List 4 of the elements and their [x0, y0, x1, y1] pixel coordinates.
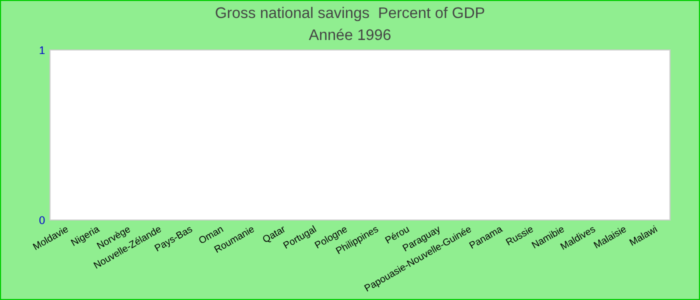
- chart-title: Gross national savings Percent of GDP: [216, 6, 484, 22]
- chart-subtitle: Année 1996: [308, 28, 391, 40]
- y-tick-label: 0: [39, 216, 45, 224]
- y-tick-label: 1: [40, 46, 45, 54]
